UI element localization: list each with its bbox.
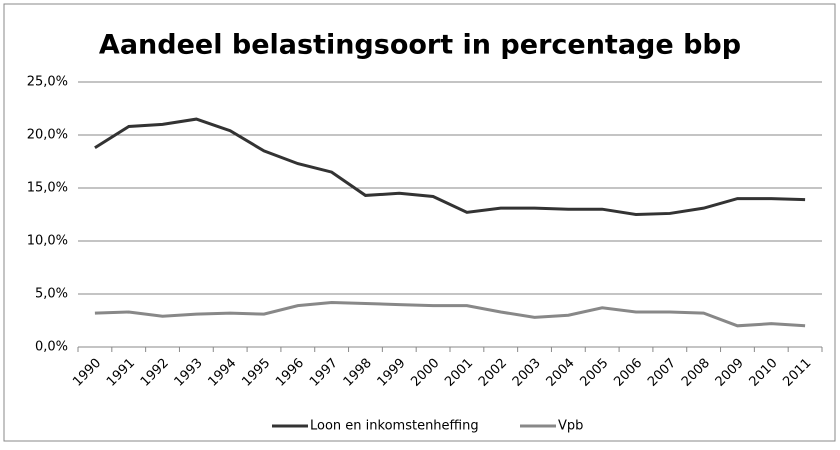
data-line	[94, 300, 806, 328]
chart-border	[3, 3, 836, 442]
y-tick-label: 10,0%	[27, 234, 68, 249]
y-tick-label: 25,0%	[27, 75, 68, 90]
y-tick-label: 0,0%	[35, 340, 68, 355]
chart-title: Aandeel belastingsoort in percentage bbp	[99, 30, 741, 61]
y-tick-label: 15,0%	[27, 181, 68, 196]
data-line	[94, 117, 806, 217]
y-tick-label: 20,0%	[27, 128, 68, 143]
legend-label: Vpb	[558, 419, 583, 434]
y-tick-label: 5,0%	[35, 287, 68, 302]
legend-label: Loon en inkomstenheffing	[310, 419, 479, 434]
